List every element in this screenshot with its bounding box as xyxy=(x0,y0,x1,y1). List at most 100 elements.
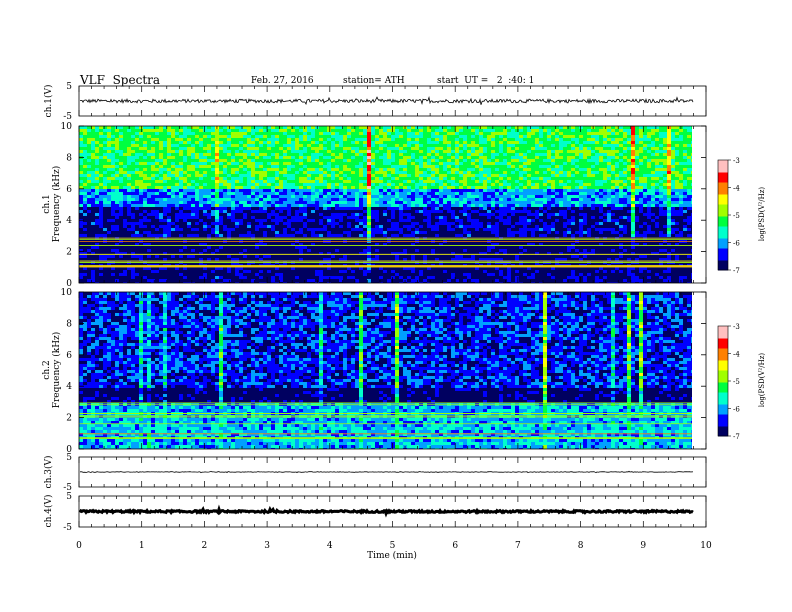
spectrogram-cell xyxy=(419,228,423,231)
spectrogram-cell xyxy=(427,165,431,168)
spectrogram-cell xyxy=(407,219,411,222)
spectrogram-cell xyxy=(179,267,183,270)
spectrogram-cell xyxy=(327,180,331,183)
spectrogram-cell xyxy=(179,189,183,192)
spectrogram-cell xyxy=(395,198,399,201)
spectrogram-cell xyxy=(395,207,399,210)
spectrogram-cell xyxy=(231,192,235,195)
spectrogram-cell xyxy=(263,177,267,180)
spectrogram-cell xyxy=(171,195,175,198)
spectrogram-cell xyxy=(359,138,363,141)
spectrogram-cell xyxy=(311,246,315,249)
spectrogram-cell xyxy=(359,273,363,276)
spectrogram-cell xyxy=(231,195,235,198)
spectrogram-cell xyxy=(255,210,259,213)
spectrogram-cell xyxy=(187,129,191,132)
spectrogram-cell xyxy=(207,198,211,201)
spectrogram-cell xyxy=(439,141,443,144)
spectrogram-cell xyxy=(387,246,391,249)
spectrogram-cell xyxy=(347,141,351,144)
spectrogram-cell xyxy=(291,228,295,231)
spectrogram-cell xyxy=(267,156,271,159)
spectrogram-cell xyxy=(143,222,147,225)
spectrogram-cell xyxy=(179,204,183,207)
spectrogram-cell xyxy=(147,138,151,141)
spectrogram-cell xyxy=(295,252,299,255)
spectrogram-cell xyxy=(335,129,339,132)
spectrogram-cell xyxy=(139,279,143,282)
spectrogram-cell xyxy=(415,159,419,162)
spectrogram-cell xyxy=(215,138,219,141)
spectrogram-cell xyxy=(271,144,275,147)
spectrogram-cell xyxy=(411,204,415,207)
spectrogram-cell xyxy=(355,279,359,282)
spectrogram-cell xyxy=(415,165,419,168)
spectrogram-cell xyxy=(99,231,103,234)
spectrogram-cell xyxy=(187,216,191,219)
spectrogram-cell xyxy=(243,186,247,189)
spectrogram-cell xyxy=(131,144,135,147)
spectrogram-cell xyxy=(375,195,379,198)
spectrogram-cell xyxy=(407,132,411,135)
spectrogram-cell xyxy=(99,279,103,282)
spectrogram-cell xyxy=(183,243,187,246)
spectrogram-cell xyxy=(303,225,307,228)
spectrogram-cell xyxy=(295,195,299,198)
spectrogram-cell xyxy=(195,273,199,276)
spectrogram-cell xyxy=(327,255,331,258)
spectrogram-cell xyxy=(311,183,315,186)
spectrogram-cell xyxy=(259,243,263,246)
spectrogram-cell xyxy=(331,207,335,210)
spectrogram-cell xyxy=(167,234,171,237)
spectrogram-cell xyxy=(131,162,135,165)
spectrogram-cell xyxy=(219,165,223,168)
spectrogram-cell xyxy=(91,171,95,174)
spectrogram-cell xyxy=(167,213,171,216)
spectrogram-cell xyxy=(443,168,447,171)
spectrogram-cell xyxy=(399,273,403,276)
spectrogram-cell xyxy=(443,135,447,138)
spectrogram-cell xyxy=(215,276,219,279)
spectrogram-cell xyxy=(111,276,115,279)
spectrogram-cell xyxy=(379,165,383,168)
spectrogram-cell xyxy=(179,255,183,258)
spectrogram-cell xyxy=(423,279,427,282)
spectrogram-cell xyxy=(351,258,355,261)
spectrogram-cell xyxy=(263,192,267,195)
spectrogram-cell xyxy=(311,174,315,177)
spectrogram-cell xyxy=(123,177,127,180)
spectrogram-cell xyxy=(443,222,447,225)
spectrogram-cell xyxy=(179,270,183,273)
spectrogram-cell xyxy=(279,138,283,141)
spectrogram-cell xyxy=(395,162,399,165)
spectrogram-cell xyxy=(311,273,315,276)
spectrogram-cell xyxy=(127,225,131,228)
spectrogram-cell xyxy=(155,147,159,150)
spectrogram-cell xyxy=(247,228,251,231)
spectrogram-cell xyxy=(135,255,139,258)
spectrogram-cell xyxy=(375,276,379,279)
spectrogram-cell xyxy=(159,204,163,207)
spectrogram-cell xyxy=(235,207,239,210)
spectrogram-cell xyxy=(99,234,103,237)
spectrogram-cell xyxy=(419,234,423,237)
spectrogram-cell xyxy=(175,222,179,225)
spectrogram-cell xyxy=(311,132,315,135)
spectrogram-cell xyxy=(295,255,299,258)
spectrogram-cell xyxy=(107,141,111,144)
spectrogram-cell xyxy=(271,177,275,180)
spectrogram-cell xyxy=(335,282,339,283)
spectrogram-cell xyxy=(303,186,307,189)
spectrogram-cell xyxy=(283,243,287,246)
spectrogram-cell xyxy=(207,165,211,168)
spectrogram-cell xyxy=(271,234,275,237)
spectrogram-cell xyxy=(431,231,435,234)
spectrogram-cell xyxy=(419,249,423,252)
spectrogram-cell xyxy=(263,195,267,198)
spectrogram-cell xyxy=(243,270,247,273)
spectrogram-cell xyxy=(355,201,359,204)
spectrogram-cell xyxy=(99,207,103,210)
spectrogram-cell xyxy=(323,201,327,204)
spectrogram-cell xyxy=(395,258,399,261)
spectrogram-cell xyxy=(279,252,283,255)
